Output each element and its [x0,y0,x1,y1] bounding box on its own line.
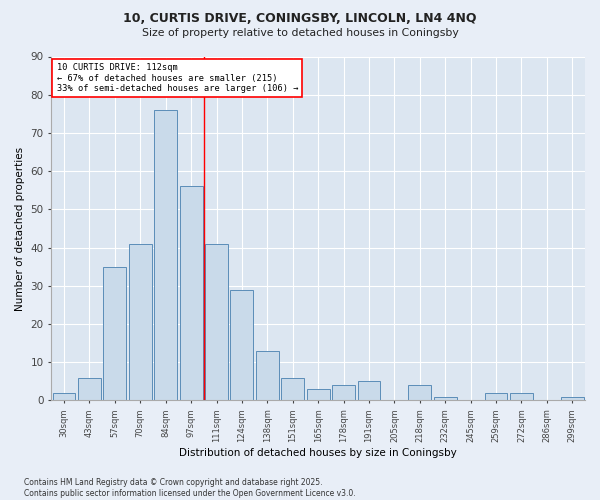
Bar [154,110,177,401]
Bar [510,393,533,400]
Bar [179,186,203,400]
Bar [434,396,457,400]
Bar [409,385,431,400]
Bar [332,385,355,400]
Bar [103,266,126,400]
Bar [78,378,101,400]
Bar [230,290,253,401]
Text: 10 CURTIS DRIVE: 112sqm
← 67% of detached houses are smaller (215)
33% of semi-d: 10 CURTIS DRIVE: 112sqm ← 67% of detache… [56,64,298,93]
X-axis label: Distribution of detached houses by size in Coningsby: Distribution of detached houses by size … [179,448,457,458]
Bar [281,378,304,400]
Bar [358,382,380,400]
Text: 10, CURTIS DRIVE, CONINGSBY, LINCOLN, LN4 4NQ: 10, CURTIS DRIVE, CONINGSBY, LINCOLN, LN… [123,12,477,26]
Text: Size of property relative to detached houses in Coningsby: Size of property relative to detached ho… [142,28,458,38]
Bar [205,244,228,400]
Bar [485,393,508,400]
Bar [307,389,329,400]
Bar [561,396,584,400]
Y-axis label: Number of detached properties: Number of detached properties [15,146,25,310]
Bar [256,351,279,401]
Bar [53,393,76,400]
Bar [129,244,152,400]
Text: Contains HM Land Registry data © Crown copyright and database right 2025.
Contai: Contains HM Land Registry data © Crown c… [24,478,356,498]
